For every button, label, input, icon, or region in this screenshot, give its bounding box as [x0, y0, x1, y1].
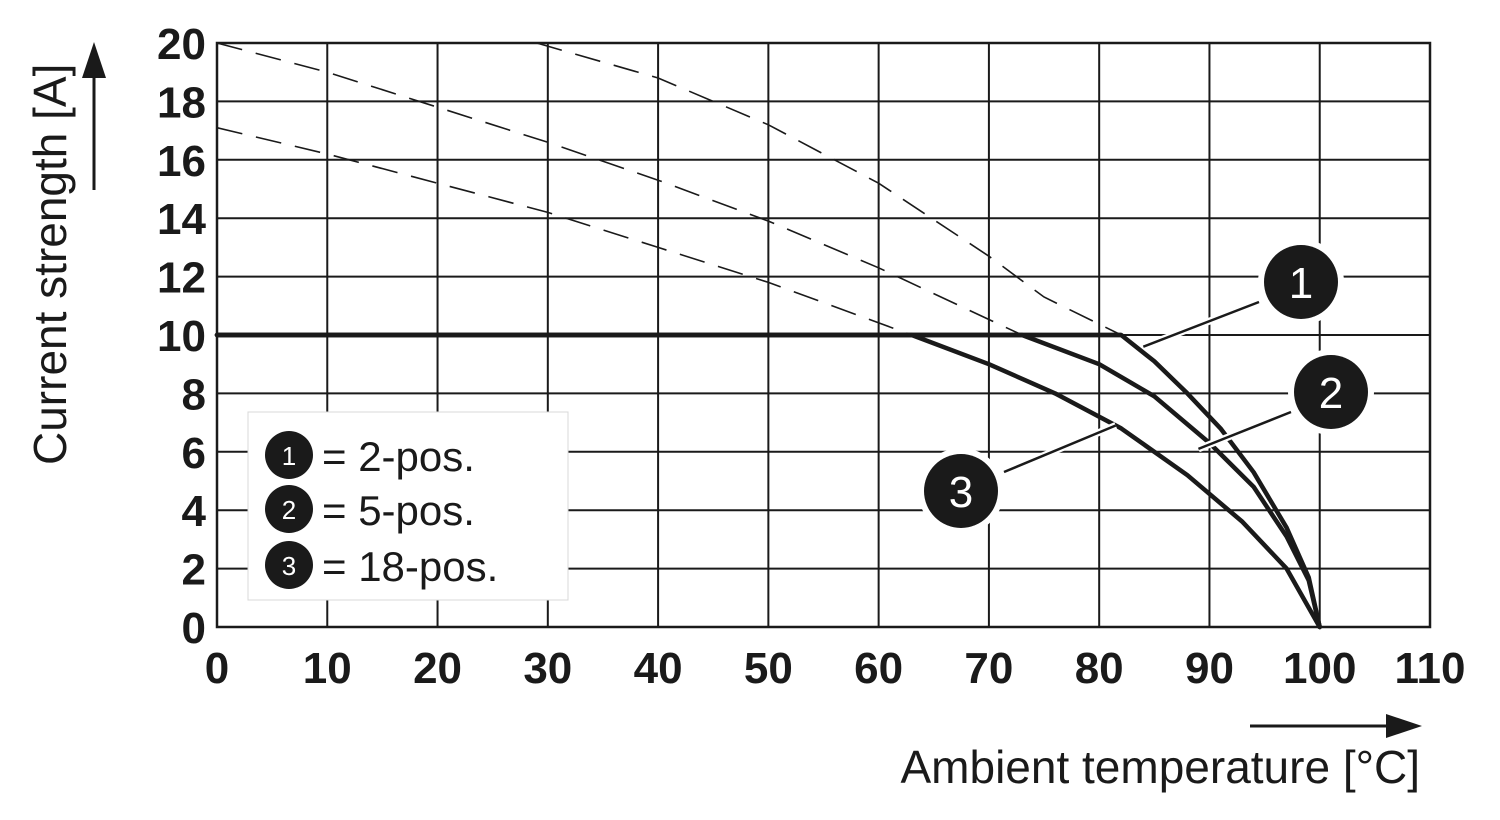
- y-axis-arrow-icon: [82, 42, 106, 78]
- tick-labels: 0 10 20 30 40 50 60 70 80 90 100 110024681012141618…: [157, 20, 1465, 693]
- callout-leader-line: [1142, 300, 1260, 348]
- series-3-dashed-extension: [216, 126, 912, 336]
- x-tick-label: 110: [1395, 644, 1466, 693]
- callout-badge-3-icon: [924, 454, 998, 528]
- y-tick-label: 10: [157, 312, 206, 361]
- callout-leader-line: [1003, 424, 1117, 474]
- series-2-dashed-extension: [216, 42, 1023, 336]
- x-tick-label: 80: [1075, 644, 1124, 693]
- legend-marker-number: 1: [282, 441, 296, 471]
- x-tick-label: 20: [413, 644, 462, 693]
- legend-label: = 5-pos.: [322, 487, 475, 534]
- y-tick-label: 6: [182, 429, 206, 478]
- callout-number: 2: [1319, 369, 1343, 418]
- callout-2: 2: [1197, 349, 1374, 453]
- y-axis-title: Current strength [A]: [24, 64, 76, 465]
- y-tick-label: 4: [182, 487, 207, 536]
- y-tick-label: 2: [182, 546, 206, 595]
- y-tick-label: 20: [157, 20, 206, 69]
- callout-badge-2-icon: [1294, 355, 1368, 429]
- y-tick-label: 0: [182, 604, 206, 653]
- callouts: 1 2 3: [918, 239, 1374, 534]
- x-tick-label: 40: [634, 644, 683, 693]
- legend-marker-number: 3: [282, 551, 296, 581]
- legend-label: = 2-pos.: [322, 433, 475, 480]
- legend-label: = 18-pos.: [322, 543, 498, 590]
- callout-number: 3: [949, 468, 973, 517]
- callout-3: 3: [918, 422, 1118, 534]
- legend-item-3: 3 = 18-pos.: [265, 541, 498, 590]
- series-1-dashed-extension: [536, 42, 1122, 336]
- legend: 1 = 2-pos. 2 = 5-pos. 3 = 18-pos.: [247, 411, 569, 601]
- x-axis-title: Ambient temperature [°C]: [901, 741, 1421, 793]
- callout-leader-line: [1197, 410, 1292, 451]
- x-tick-label: 100: [1283, 644, 1356, 693]
- y-axis-title-group: Current strength [A]: [24, 42, 106, 465]
- legend-marker-3-icon: [265, 541, 313, 589]
- legend-marker-1-icon: [265, 431, 313, 479]
- legend-marker-2-icon: [265, 485, 313, 533]
- callout-badge-1-icon: [1264, 245, 1338, 319]
- callout-1: 1: [1142, 239, 1344, 350]
- y-tick-label: 8: [182, 370, 206, 419]
- y-tick-label: 14: [157, 195, 206, 244]
- x-tick-label: 70: [964, 644, 1013, 693]
- y-tick-label: 12: [157, 254, 206, 303]
- callout-number: 1: [1289, 259, 1313, 308]
- x-tick-label: 30: [523, 644, 572, 693]
- x-tick-label: 50: [744, 644, 793, 693]
- legend-item-2: 2 = 5-pos.: [265, 485, 475, 534]
- y-tick-label: 16: [157, 137, 206, 186]
- x-tick-label: 10: [303, 644, 352, 693]
- y-tick-label: 18: [157, 78, 206, 127]
- x-tick-label: 60: [854, 644, 903, 693]
- series-3-line: [214, 332, 1322, 630]
- x-tick-label: 90: [1185, 644, 1234, 693]
- x-tick-label: 0: [205, 644, 229, 693]
- x-axis-arrow-icon: [1386, 714, 1422, 738]
- series-lines: [214, 42, 1322, 630]
- legend-item-1: 1 = 2-pos.: [265, 431, 475, 480]
- legend-marker-number: 2: [282, 495, 296, 525]
- x-axis-title-group: Ambient temperature [°C]: [901, 714, 1422, 793]
